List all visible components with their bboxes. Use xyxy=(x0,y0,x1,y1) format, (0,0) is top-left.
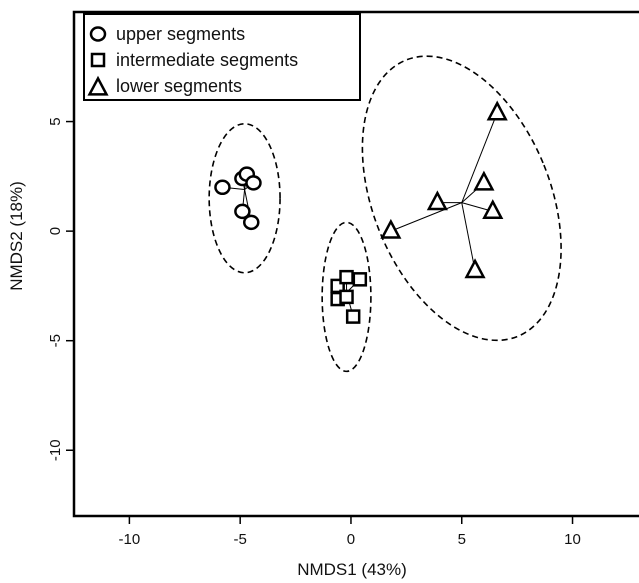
legend-box xyxy=(83,13,361,101)
lower-segments-spoke xyxy=(461,202,476,271)
y-tick-label: 0 xyxy=(47,227,64,235)
x-axis-title: NMDS1 (43%) xyxy=(297,560,407,579)
upper-segments-point xyxy=(243,214,260,231)
lower-segments-point xyxy=(486,100,508,121)
intermediate-segments-point xyxy=(339,269,354,285)
plot-frame xyxy=(72,10,639,518)
lower-segments-point xyxy=(482,199,504,220)
intermediate-segments-point xyxy=(339,289,354,305)
lower-segments-point xyxy=(464,258,486,279)
x-tick-label: 5 xyxy=(458,531,466,548)
x-axis-ticks: -10 -5 0 5 10 xyxy=(119,516,581,548)
legend: upper segments intermediate segments lower… xyxy=(83,13,361,101)
legend-upper-symbol xyxy=(89,26,107,42)
intermediate-segments-point xyxy=(345,309,361,324)
legend-upper-label: upper segments xyxy=(116,24,245,44)
intermediate-segments-ellipse xyxy=(321,221,372,373)
lower-segments-ellipse xyxy=(361,55,562,342)
lower-segments-point xyxy=(380,218,402,239)
data-points xyxy=(214,100,508,324)
lower-segments-spoke xyxy=(390,202,462,232)
legend-intermediate-symbol xyxy=(90,52,106,68)
y-axis-title: NMDS2 (18%) xyxy=(7,181,26,291)
y-axis-ticks: -10 -5 0 5 xyxy=(47,117,74,461)
lower-segments-spoke xyxy=(461,112,498,203)
intermediate-segments-point xyxy=(352,272,368,287)
legend-lower-label: lower segments xyxy=(116,76,242,96)
lower-segments-point xyxy=(473,170,495,191)
y-tick-label: -5 xyxy=(47,334,64,347)
upper-segments-ellipse xyxy=(208,122,281,274)
x-tick-label: 10 xyxy=(564,531,581,548)
upper-segments-point xyxy=(234,203,251,220)
x-tick-label: 0 xyxy=(347,531,355,548)
upper-segments-point xyxy=(214,179,231,196)
upper-segments-point xyxy=(245,175,262,191)
legend-intermediate-label: intermediate segments xyxy=(116,50,298,70)
confidence-ellipses xyxy=(208,55,562,373)
x-tick-label: -10 xyxy=(119,531,141,548)
legend-lower-symbol xyxy=(87,75,109,96)
y-tick-label: 5 xyxy=(47,117,64,125)
lower-segments-point xyxy=(426,190,448,211)
x-tick-label: -5 xyxy=(234,531,247,548)
y-tick-label: -10 xyxy=(47,439,64,461)
